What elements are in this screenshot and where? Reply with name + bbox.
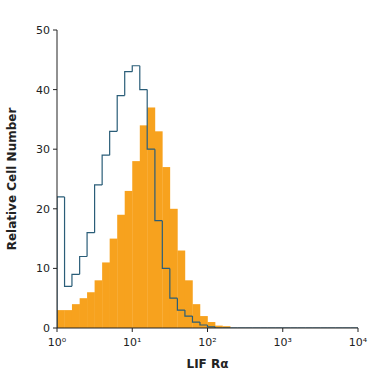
histogram-bar: [177, 251, 185, 328]
y-tick-label: 10: [36, 262, 50, 275]
histogram-bar: [72, 304, 80, 328]
histogram-step: [117, 96, 125, 132]
y-tick: [53, 268, 57, 269]
histogram-bar: [125, 191, 133, 328]
x-tick: [282, 328, 283, 332]
histogram-step: [57, 197, 65, 328]
y-tick-label: 40: [36, 84, 50, 97]
y-tick-label: 50: [36, 24, 50, 37]
histogram-bar: [57, 310, 65, 328]
histogram-bar: [95, 280, 103, 328]
histogram-step: [132, 66, 140, 72]
histogram-bar: [155, 131, 163, 328]
histogram-step: [140, 66, 147, 90]
y-tick-label: 30: [36, 143, 50, 156]
histogram-step: [185, 310, 193, 316]
y-tick: [53, 89, 57, 90]
x-tick: [57, 328, 58, 332]
y-tick: [53, 30, 57, 31]
histogram-step: [192, 316, 200, 322]
histogram-step: [110, 131, 118, 155]
histogram-bar: [208, 322, 216, 328]
x-tick: [207, 328, 208, 332]
histogram-bar: [140, 125, 148, 328]
histogram-step: [147, 90, 155, 150]
histogram-bar: [132, 161, 140, 328]
histogram-bar: [102, 262, 110, 328]
histogram-step: [87, 233, 95, 257]
x-tick-label: 10⁰: [48, 336, 67, 349]
x-axis-label: LIF Rα: [187, 357, 229, 371]
x-tick: [132, 328, 133, 332]
histogram-bar: [147, 107, 155, 328]
histogram-bar: [110, 239, 118, 328]
y-axis: [57, 30, 58, 328]
histogram-step: [102, 155, 110, 185]
y-tick: [53, 328, 57, 329]
y-tick: [53, 149, 57, 150]
x-tick-label: 10⁴: [349, 336, 368, 349]
histogram-step: [95, 185, 103, 233]
histogram-step: [125, 72, 133, 96]
histogram-step: [80, 256, 87, 274]
histogram-step: [177, 298, 185, 310]
x-tick-label: 10¹: [123, 336, 141, 349]
histogram-bar: [65, 310, 73, 328]
histogram-step: [208, 325, 216, 327]
histogram-bar: [162, 167, 170, 328]
histogram-step: [200, 322, 208, 325]
histogram-bar: [170, 209, 178, 328]
y-tick-label: 20: [36, 203, 50, 216]
x-tick-label: 10³: [274, 336, 292, 349]
y-axis-label: Relative Cell Number: [5, 108, 19, 251]
histogram-bar: [185, 280, 193, 328]
histogram-step: [155, 149, 162, 221]
histogram-bar: [200, 316, 208, 328]
histogram-step: [170, 268, 178, 298]
histogram-bar: [87, 292, 95, 328]
x-tick-label: 10²: [198, 336, 216, 349]
chart: 0 10 20 30 40 50 10⁰ 10¹ 10² 10³ 10⁴ LIF Rα Relative…: [0, 0, 375, 375]
histogram-step: [65, 197, 72, 286]
plot-area: [57, 66, 358, 328]
x-tick: [358, 328, 359, 332]
histogram-bar: [117, 215, 125, 328]
histogram-bar: [192, 304, 200, 328]
histogram-bar: [80, 298, 88, 328]
y-tick-label: 0: [43, 322, 50, 335]
y-tick: [53, 208, 57, 209]
histogram-step: [162, 221, 170, 269]
histogram-step: [72, 274, 80, 286]
